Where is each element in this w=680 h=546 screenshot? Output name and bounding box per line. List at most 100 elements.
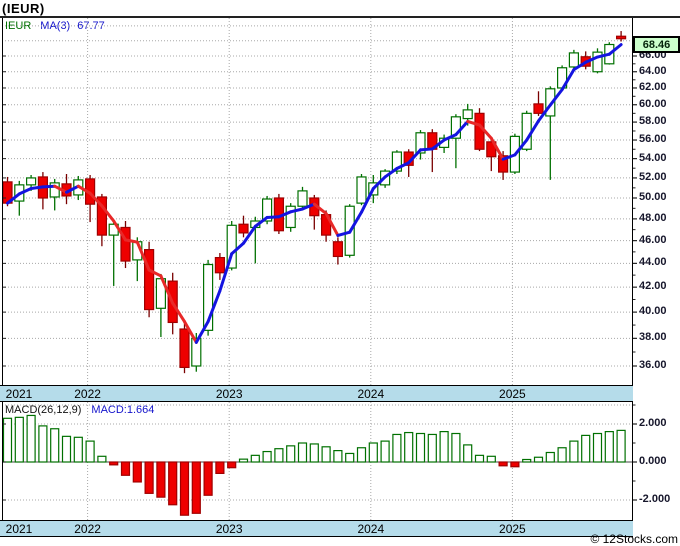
ma-line-segment <box>100 204 116 223</box>
ma-line-segment <box>537 103 552 123</box>
macd-bar <box>286 445 296 463</box>
candle-body <box>297 190 308 207</box>
macd-bar <box>109 461 119 466</box>
macd-bar <box>522 458 532 463</box>
ma-line-segment <box>41 184 57 189</box>
ma-line-segment <box>242 224 257 245</box>
ma-line-segment <box>194 320 210 344</box>
ma-line-segment <box>584 55 599 64</box>
year-label: 2021 <box>5 522 33 536</box>
macd-bar <box>510 461 520 468</box>
ma-line-segment <box>501 153 517 161</box>
ma-line-segment <box>135 240 151 272</box>
price-axis-label: 52.00 <box>639 170 667 183</box>
macd-legend: MACD(26,12,9) MACD:1.664 <box>5 404 154 416</box>
macd-bar <box>345 452 355 463</box>
ma-line-segment <box>206 289 222 324</box>
price-axis-label: 42.00 <box>639 280 667 293</box>
candle-body <box>285 205 296 229</box>
ma-line-segment <box>301 202 316 211</box>
price-axis-label: 58.00 <box>639 115 667 128</box>
macd-bar <box>144 461 154 494</box>
ticker-title: (IEUR) <box>2 1 45 16</box>
legend-ma-value: 67.77 <box>77 20 105 32</box>
year-label: 2024 <box>357 522 385 536</box>
macd-bar <box>439 431 449 463</box>
ma-line-segment <box>348 210 363 234</box>
year-label: 2022 <box>74 522 101 536</box>
macd-bar <box>463 444 473 463</box>
macd-bar <box>179 461 190 516</box>
ma-line-segment <box>6 192 21 205</box>
year-label: 2021 <box>5 387 33 401</box>
x-axis-band-bottom: 2021 2022 2023 2024 2025 <box>0 520 633 537</box>
price-axis-label: 56.00 <box>639 133 667 146</box>
ma-line-segment <box>171 301 186 324</box>
ma-line-segment <box>230 241 245 256</box>
macd-bar <box>2 417 13 463</box>
macd-bar <box>227 461 237 469</box>
ma-line-segment <box>454 119 470 137</box>
candle-body <box>533 103 544 114</box>
macd-bar <box>604 431 614 463</box>
candle-body <box>26 177 37 186</box>
macd-bar <box>474 454 485 463</box>
price-axis-label: 50.00 <box>639 190 667 203</box>
ma-line-segment <box>277 210 293 219</box>
year-label: 2024 <box>357 387 385 401</box>
year-label: 2022 <box>74 387 101 401</box>
candle-body <box>144 249 155 311</box>
macd-bar <box>38 425 48 463</box>
ma-line-segment <box>360 187 375 214</box>
ma-line-segment <box>183 320 198 344</box>
macd-bar <box>168 461 178 506</box>
macd-bar <box>238 458 249 463</box>
ma-line-segment <box>88 191 104 208</box>
candle-body <box>96 196 108 236</box>
macd-bar <box>451 432 461 463</box>
price-axis-label: 44.00 <box>639 256 667 269</box>
macd-bar <box>61 435 72 463</box>
macd-bar <box>368 442 378 463</box>
ma-line-segment <box>430 138 446 151</box>
macd-bar <box>404 431 414 463</box>
ma-line-segment <box>17 187 33 196</box>
last-price-badge: 68.46 <box>633 36 680 53</box>
macd-params-label: MACD(26,12,9) <box>5 404 82 416</box>
macd-bar <box>274 448 284 463</box>
macd-bar <box>557 447 567 463</box>
macd-bar <box>297 442 308 463</box>
ma-line-segment <box>395 161 411 171</box>
ma-line-segment <box>124 238 139 244</box>
ma-line-segment <box>336 230 352 237</box>
main-chart-legend: IEUR MA(3) 67.77 <box>5 20 105 32</box>
ma-line-segment <box>29 185 45 191</box>
watermark: © 12Stocks.com <box>590 532 678 546</box>
ma-line-segment <box>525 119 540 142</box>
ma-line-segment <box>489 136 505 161</box>
candle-body <box>415 132 426 154</box>
macd-bar <box>156 461 166 498</box>
price-axis-label: 54.00 <box>639 151 667 164</box>
macd-bar <box>120 461 131 476</box>
macd-bar <box>581 434 591 463</box>
candle-body <box>474 112 485 150</box>
ma-line-segment <box>560 68 576 92</box>
candle-body <box>179 328 190 369</box>
macd-bar <box>309 443 319 463</box>
macd-bar <box>486 455 496 463</box>
ma-line-segment <box>312 202 328 216</box>
macd-bar <box>14 416 24 463</box>
ma-line-segment <box>289 207 304 214</box>
candle-body <box>214 256 225 274</box>
macd-axis-label: 2.000 <box>639 417 667 429</box>
candle-body <box>356 176 367 204</box>
candle-body <box>120 226 131 262</box>
price-axis-label: 64.00 <box>639 64 667 77</box>
ma-line-segment <box>607 43 623 56</box>
year-label: 2023 <box>215 387 243 401</box>
macd-bar <box>262 450 272 463</box>
macd-bar <box>97 455 107 463</box>
candle-body <box>191 337 202 367</box>
